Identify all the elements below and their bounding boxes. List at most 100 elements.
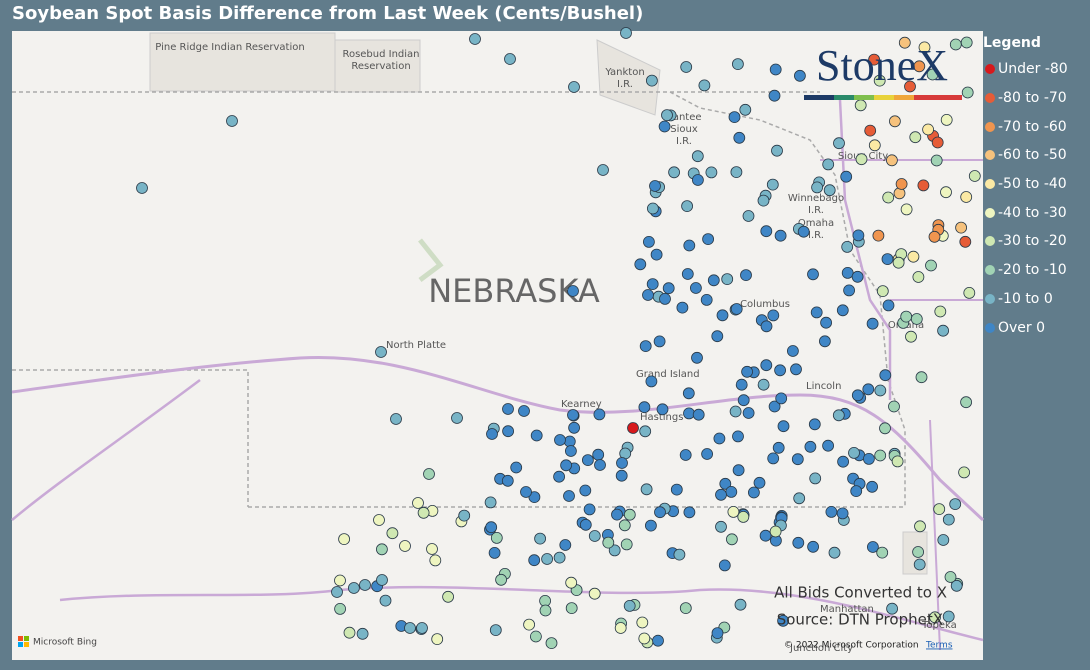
bid-location[interactable]: [518, 405, 530, 417]
bid-location[interactable]: [376, 574, 388, 586]
bid-location[interactable]: [867, 541, 879, 553]
bid-location[interactable]: [673, 548, 686, 561]
bid-location[interactable]: [968, 170, 981, 182]
bid-location[interactable]: [892, 256, 905, 269]
legend-item[interactable]: -80 to -70: [983, 84, 1090, 113]
bid-location[interactable]: [359, 579, 371, 591]
bid-location[interactable]: [775, 392, 788, 405]
bid-location[interactable]: [734, 598, 747, 611]
bid-location[interactable]: [866, 317, 879, 330]
bid-location[interactable]: [868, 139, 881, 152]
bid-location[interactable]: [334, 574, 346, 587]
bid-location[interactable]: [523, 618, 535, 631]
bid-location[interactable]: [840, 170, 853, 183]
legend-item[interactable]: -40 to -30: [983, 198, 1090, 227]
bid-location[interactable]: [760, 320, 773, 333]
bid-location[interactable]: [950, 579, 963, 592]
bid-location[interactable]: [726, 533, 738, 546]
bid-location[interactable]: [929, 611, 941, 624]
bid-location[interactable]: [502, 425, 515, 438]
bid-location[interactable]: [553, 551, 566, 564]
bid-location[interactable]: [960, 396, 972, 409]
bid-location[interactable]: [563, 490, 575, 502]
bid-location[interactable]: [417, 506, 430, 519]
bid-location[interactable]: [757, 194, 770, 207]
bid-location[interactable]: [832, 409, 845, 422]
bid-location[interactable]: [568, 81, 580, 93]
bid-location[interactable]: [732, 430, 744, 443]
bid-location[interactable]: [662, 282, 675, 295]
bid-location[interactable]: [614, 622, 627, 634]
bid-location[interactable]: [375, 543, 388, 556]
bid-location[interactable]: [469, 33, 481, 45]
bid-location[interactable]: [909, 131, 922, 144]
bid-location[interactable]: [640, 483, 653, 496]
bid-location[interactable]: [742, 407, 755, 419]
bid-location[interactable]: [645, 375, 658, 388]
bid-location[interactable]: [808, 418, 821, 431]
bid-location[interactable]: [623, 600, 636, 612]
bid-location[interactable]: [639, 340, 652, 353]
bid-location[interactable]: [771, 144, 783, 157]
bid-location[interactable]: [691, 351, 703, 364]
bid-location[interactable]: [794, 69, 806, 82]
bid-location[interactable]: [732, 58, 744, 70]
bid-location[interactable]: [592, 448, 605, 461]
bid-location[interactable]: [774, 229, 787, 242]
bid-location[interactable]: [431, 633, 444, 645]
bid-location[interactable]: [681, 268, 694, 280]
bid-location[interactable]: [379, 594, 392, 607]
bid-location[interactable]: [615, 469, 628, 482]
legend-item[interactable]: -10 to 0: [983, 285, 1090, 314]
bid-location[interactable]: [863, 452, 875, 465]
bid-location[interactable]: [937, 534, 950, 546]
bid-location[interactable]: [683, 506, 696, 519]
bid-location[interactable]: [608, 544, 621, 557]
bid-location[interactable]: [559, 539, 572, 551]
bid-location[interactable]: [772, 441, 785, 454]
bid-location[interactable]: [963, 286, 976, 299]
bid-location[interactable]: [705, 166, 718, 179]
bid-location[interactable]: [811, 181, 823, 194]
bid-location[interactable]: [682, 387, 695, 400]
bid-location[interactable]: [679, 602, 692, 614]
bid-location[interactable]: [825, 505, 838, 518]
bid-location[interactable]: [931, 136, 944, 149]
bid-location[interactable]: [730, 303, 743, 315]
bid-location[interactable]: [876, 546, 889, 559]
bid-location[interactable]: [713, 432, 726, 445]
bid-location[interactable]: [616, 457, 628, 469]
bid-location[interactable]: [882, 299, 895, 312]
bid-location[interactable]: [681, 200, 693, 213]
bid-location[interactable]: [769, 525, 782, 538]
bid-location[interactable]: [390, 413, 402, 425]
bid-location[interactable]: [787, 345, 799, 357]
bid-location[interactable]: [226, 115, 238, 127]
bid-location[interactable]: [907, 250, 920, 263]
bid-location[interactable]: [676, 301, 689, 314]
bid-location[interactable]: [804, 440, 817, 453]
bid-location[interactable]: [331, 586, 343, 598]
bid-location[interactable]: [910, 313, 923, 325]
bid-location[interactable]: [510, 461, 523, 474]
bid-location[interactable]: [334, 603, 347, 615]
bid-location[interactable]: [698, 79, 711, 92]
bid-location[interactable]: [879, 369, 892, 382]
bid-location[interactable]: [565, 602, 578, 614]
bid-location[interactable]: [646, 278, 659, 291]
legend-item[interactable]: -60 to -50: [983, 141, 1090, 170]
bid-location[interactable]: [864, 124, 877, 137]
bid-location[interactable]: [915, 371, 928, 384]
bid-location[interactable]: [692, 174, 704, 186]
bid-location[interactable]: [730, 166, 743, 179]
bid-location[interactable]: [820, 316, 832, 329]
bid-location[interactable]: [917, 179, 930, 192]
bid-location[interactable]: [949, 38, 962, 51]
bid-location[interactable]: [683, 239, 696, 252]
bid-location[interactable]: [642, 289, 654, 301]
legend-item[interactable]: Under -80: [983, 55, 1090, 84]
bid-location[interactable]: [955, 221, 967, 234]
bid-location[interactable]: [656, 403, 669, 416]
bid-location[interactable]: [654, 506, 666, 519]
bid-location[interactable]: [855, 153, 868, 166]
